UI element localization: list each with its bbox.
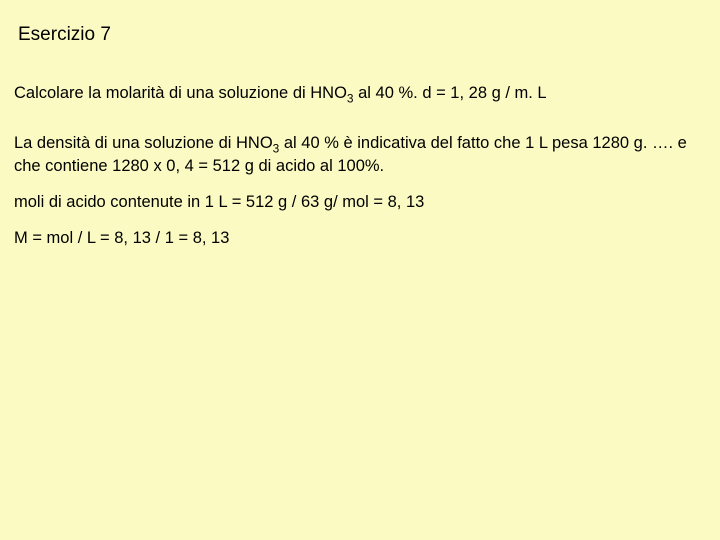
explanation-line-2: moli di acido contenute in 1 L = 512 g /… xyxy=(14,191,706,213)
problem-text-post: al 40 %. d = 1, 28 g / m. L xyxy=(354,84,547,102)
problem-text-pre: Calcolare la molarità di una soluzione d… xyxy=(14,84,347,102)
expl1-pre: La densità di una soluzione di HNO xyxy=(14,134,273,152)
exercise-title: Esercizio 7 xyxy=(18,24,706,46)
explanation-line-1: La densità di una soluzione di HNO3 al 4… xyxy=(14,132,706,177)
problem-statement: Calcolare la molarità di una soluzione d… xyxy=(14,82,706,104)
problem-subscript: 3 xyxy=(347,91,354,105)
explanation-line-3: M = mol / L = 8, 13 / 1 = 8, 13 xyxy=(14,227,706,249)
